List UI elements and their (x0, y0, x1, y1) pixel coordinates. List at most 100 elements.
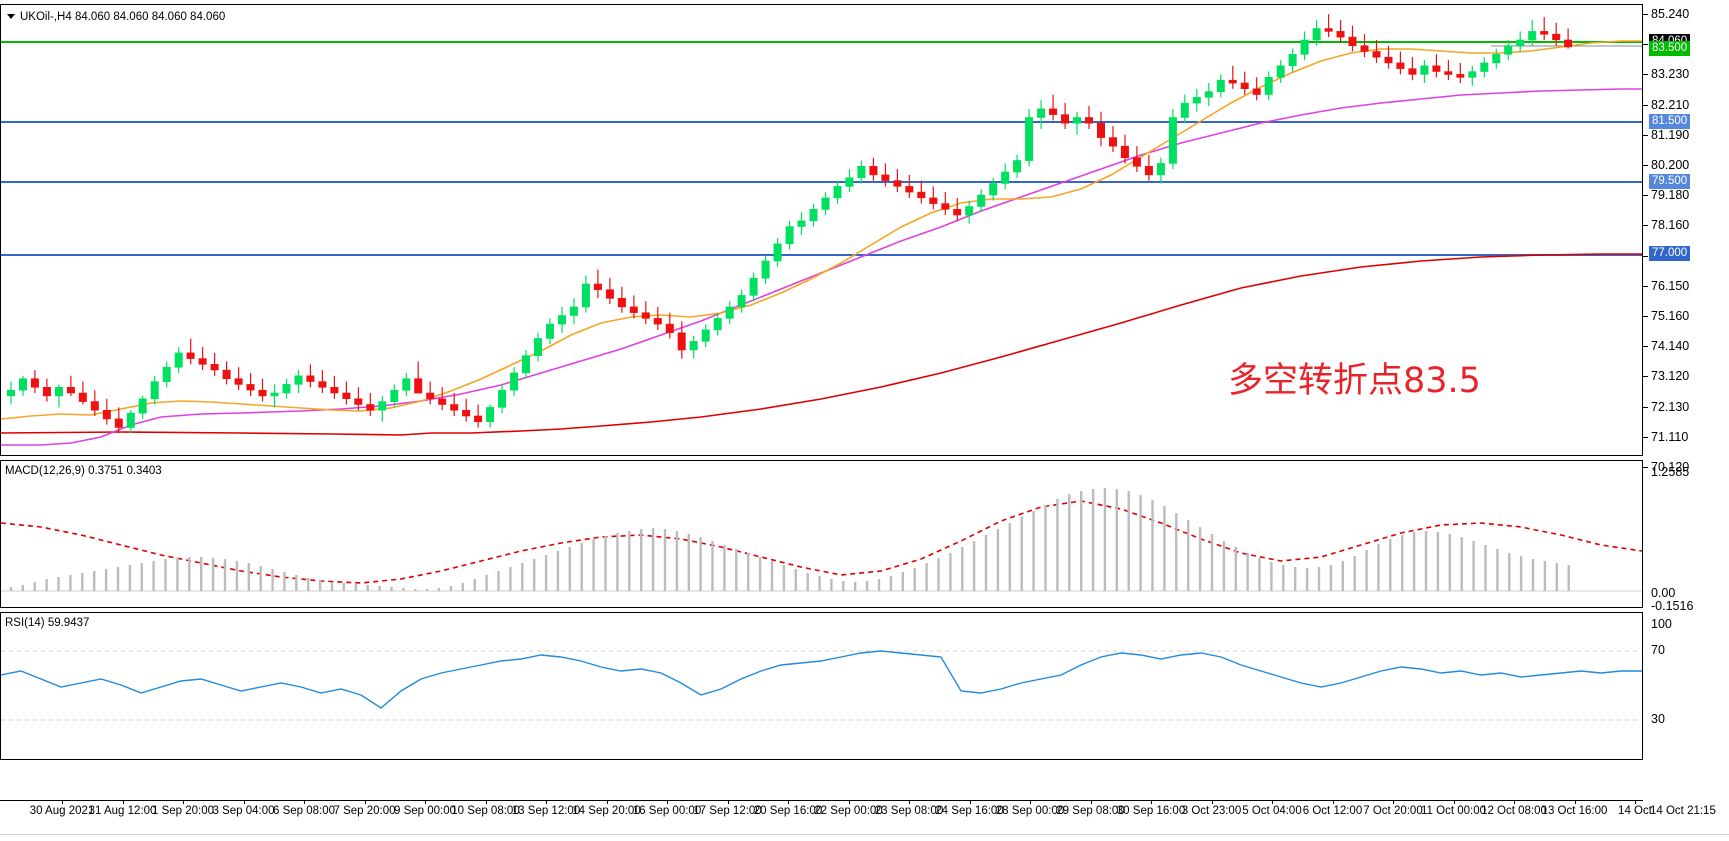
time-axis-tick (1030, 800, 1031, 804)
time-axis-tick (1514, 800, 1515, 804)
time-axis-label: 12 Oct 08:00 (1481, 805, 1547, 817)
time-axis-tick (425, 800, 426, 804)
macd-pane-header: MACD(12,26,9) 0.3751 0.3403 (5, 465, 162, 477)
time-axis-tick (606, 800, 608, 804)
time-axis-bottom-rule (0, 834, 1729, 835)
macd-pane[interactable]: MACD(12,26,9) 0.3751 0.3403 (0, 460, 1643, 608)
time-axis-label: 30 Aug 2021 (29, 805, 95, 817)
rsi-axis-label: 100 (1651, 617, 1672, 631)
price-axis-tick (1643, 14, 1648, 15)
time-axis-label: 3 Oct 23:00 (1181, 805, 1242, 817)
time-axis-label: 31 Aug 12:00 (88, 805, 157, 817)
time-axis[interactable]: 30 Aug 2021 31 Aug 12:00 1 Sep 20:00 3 Sep … (0, 800, 1729, 841)
time-axis-tick (727, 800, 729, 804)
price-plot-area (1, 5, 1642, 455)
price-axis-tick (1643, 74, 1648, 76)
time-axis-label: 13 Sep 12:00 (511, 805, 581, 817)
candlestick-series (7, 14, 1573, 434)
macd-axis-label: -0.1516 (1651, 599, 1694, 613)
price-axis-tick (1643, 225, 1648, 227)
time-axis-tick (1635, 800, 1636, 804)
time-axis-label: 3 Sep 04:00 (212, 805, 275, 817)
time-axis-label: 14 Oct (1618, 805, 1652, 817)
price-axis[interactable]: 85.24084.23083.23082.21081.19080.20079.1… (1643, 0, 1729, 841)
macd-plot-area (1, 461, 1642, 607)
price-axis-tick (1643, 44, 1648, 46)
time-axis-label: 13 Oct 16:00 (1541, 805, 1608, 817)
rsi-pane-header: RSI(14) 59.9437 (5, 617, 89, 629)
rsi-line (1, 650, 1642, 709)
time-axis-tick (62, 800, 63, 804)
time-axis-right-label: 14 Oct 21:15 (1650, 805, 1716, 817)
time-axis-tick (1090, 800, 1092, 804)
caret-down-icon[interactable] (7, 14, 15, 20)
time-axis-tick (1211, 800, 1213, 804)
time-axis-tick (304, 800, 305, 804)
price-axis-label: 79.180 (1651, 188, 1690, 203)
rsi-axis-label: 30 (1651, 712, 1665, 726)
time-axis-tick (848, 800, 850, 804)
price-axis-label: 76.150 (1651, 278, 1690, 293)
ma-red-line (1, 253, 1642, 436)
time-axis-label: 23 Sep 08:00 (874, 805, 944, 817)
time-axis-tick (364, 800, 366, 804)
price-axis-label: 74.140 (1651, 339, 1690, 354)
time-axis-label: 20 Sep 16:00 (753, 805, 823, 817)
time-axis-label: 22 Sep 00:00 (814, 805, 883, 817)
price-axis-label: 81.190 (1651, 127, 1690, 142)
time-axis-label: 10 Sep 08:00 (451, 805, 520, 817)
time-axis-label: 14 Sep 20:00 (572, 805, 641, 817)
rsi-svg (1, 650, 1642, 721)
price-axis-label: 82.210 (1651, 97, 1690, 112)
time-axis-tick (1332, 800, 1334, 804)
price-axis-tick (1643, 467, 1648, 468)
price-axis-label: 71.110 (1651, 429, 1689, 444)
price-axis-label: 80.200 (1651, 158, 1690, 172)
time-axis-tick (1272, 800, 1273, 804)
rsi-pane[interactable]: RSI(14) 59.9437 (0, 612, 1643, 760)
price-axis-tag-83-500[interactable]: 83.500 (1649, 41, 1691, 56)
price-axis-tick (1643, 195, 1648, 197)
price-svg (1, 40, 1642, 446)
price-axis-tick (1643, 255, 1648, 257)
price-axis-tag-81-500[interactable]: 81.500 (1649, 114, 1691, 129)
price-axis-label: 78.160 (1651, 218, 1690, 233)
price-axis-label: 83.230 (1651, 67, 1690, 82)
time-axis-label: 1 Sep 20:00 (151, 805, 215, 817)
time-axis-label: 5 Oct 04:00 (1242, 805, 1302, 817)
time-axis-tick (667, 800, 668, 804)
price-axis-tick (1643, 316, 1648, 317)
price-axis-label: 73.120 (1651, 369, 1690, 384)
price-axis-tick (1643, 346, 1648, 348)
time-axis-label: 6 Sep 08:00 (272, 805, 336, 817)
price-axis-tag-79-500[interactable]: 79.500 (1649, 174, 1691, 189)
price-axis-tag-77-000[interactable]: 77.000 (1649, 246, 1691, 261)
time-axis-label: 7 Oct 20:00 (1363, 805, 1423, 817)
time-axis-label: 9 Sep 00:00 (393, 805, 457, 817)
time-axis-tick (909, 800, 910, 804)
price-axis-tick (1643, 285, 1648, 287)
time-axis-tick (788, 800, 789, 804)
time-axis-line (0, 800, 1643, 801)
ma-magenta-line (1, 88, 1642, 446)
time-axis-tick (1574, 800, 1576, 804)
price-axis-tick (1643, 436, 1648, 438)
price-axis-tick (1643, 376, 1648, 378)
time-axis-label: 24 Sep 16:00 (935, 805, 1004, 817)
time-axis-tick (485, 800, 487, 804)
time-axis-label: 17 Sep 12:00 (693, 805, 762, 817)
price-axis-label: 70.120 (1651, 460, 1690, 474)
time-axis-tick (1453, 800, 1455, 804)
time-axis-label: 7 Sep 20:00 (333, 805, 396, 817)
time-axis-tick (1151, 800, 1152, 804)
macd-axis-label: 1.2585 (1651, 465, 1690, 479)
chart-annotation-text: 多空转折点83.5 (1228, 361, 1481, 401)
price-chart-pane[interactable]: UKOil-,H4 84.060 84.060 84.060 84.060 (0, 4, 1643, 456)
time-axis-label: 6 Oct 12:00 (1302, 805, 1363, 817)
time-axis-tick (243, 800, 245, 804)
time-axis-tick (546, 800, 547, 804)
macd-axis-label: 0.00 (1651, 586, 1676, 600)
macd-svg (1, 488, 1642, 592)
price-axis-tick (1643, 134, 1648, 136)
